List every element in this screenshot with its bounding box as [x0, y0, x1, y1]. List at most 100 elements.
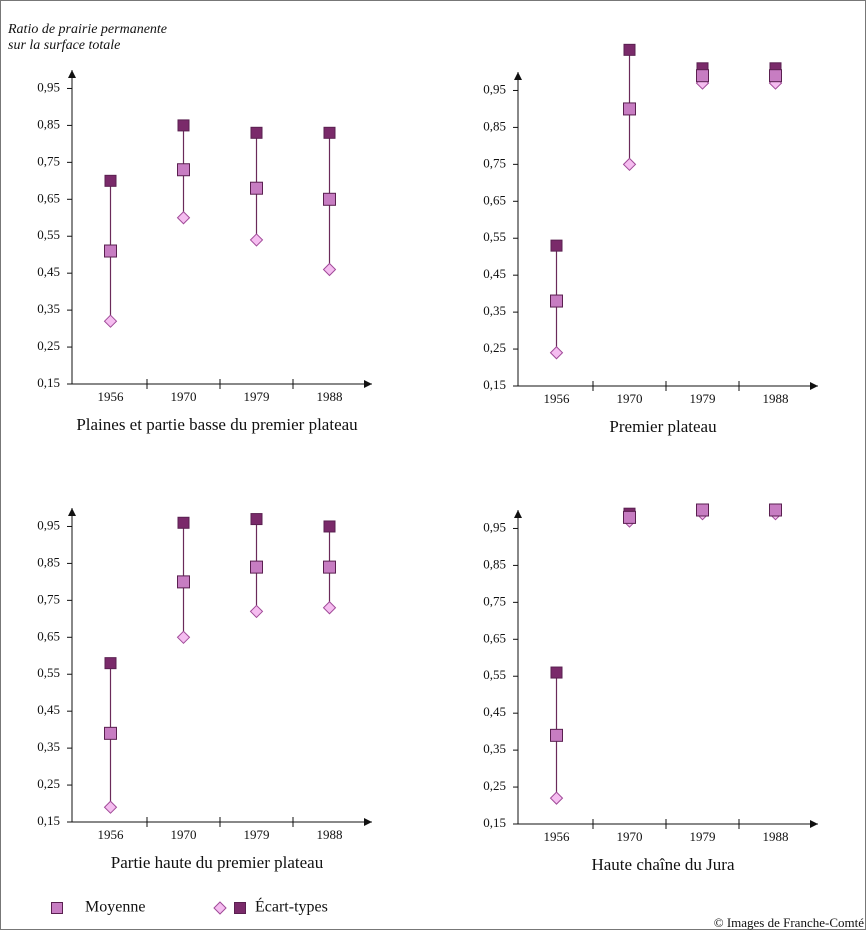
y-tick-label: 0,35 [483, 303, 506, 318]
low-marker [249, 233, 264, 247]
x-tick-label: 1988 [763, 391, 789, 406]
legend-marker [234, 902, 246, 914]
y-tick-label: 0,15 [483, 377, 506, 392]
y-tick-label: 0,35 [483, 741, 506, 756]
y-tick-label: 0,65 [483, 192, 506, 207]
low-marker [103, 314, 118, 328]
y-tick-label: 0,75 [37, 153, 60, 168]
y-tick-label: 0,25 [37, 338, 60, 353]
x-tick-label: 1956 [544, 829, 571, 844]
axis-arrow [364, 380, 372, 388]
mean-marker [696, 69, 709, 83]
y-tick-label: 0,35 [37, 739, 60, 754]
mean-marker [323, 560, 336, 574]
y-tick-label: 0,75 [483, 155, 506, 170]
y-tick-label: 0,45 [483, 704, 506, 719]
x-tick-label: 1988 [763, 829, 789, 844]
x-tick-label: 1956 [544, 391, 571, 406]
y-tick-label: 0,45 [37, 702, 60, 717]
mean-marker [550, 728, 563, 742]
mean-marker [623, 102, 636, 116]
y-tick-label: 0,85 [483, 118, 506, 133]
axis-arrow [68, 70, 76, 78]
high-marker [323, 520, 336, 533]
mean-marker [104, 244, 117, 258]
mean-marker [177, 163, 190, 177]
high-marker [550, 239, 563, 252]
mean-marker [104, 726, 117, 740]
y-tick-label: 0,85 [483, 556, 506, 571]
legend-label: Écart-types [255, 897, 328, 916]
legend-label: Moyenne [85, 899, 145, 916]
low-marker [322, 262, 337, 277]
y-tick-label: 0,45 [483, 266, 506, 281]
y-tick-label: 0,65 [483, 630, 506, 645]
credit: © Images de Franche-Comté [714, 915, 865, 930]
high-marker [177, 516, 190, 529]
y-tick-label: 0,55 [483, 667, 506, 682]
y-tick-label: 0,65 [37, 190, 60, 205]
high-marker [250, 126, 263, 139]
y-tick-label: 0,85 [37, 116, 60, 131]
chart-title: Partie haute du premier plateau [111, 853, 324, 872]
high-marker [323, 126, 336, 139]
y-tick-label: 0,35 [37, 301, 60, 316]
legend-marker [51, 902, 63, 914]
y-tick-label: 0,55 [37, 227, 60, 242]
high-marker [623, 43, 636, 56]
x-tick-label: 1979 [690, 391, 716, 406]
y-tick-label: 0,95 [37, 517, 60, 532]
mean-marker [696, 503, 709, 517]
mean-marker [550, 294, 563, 308]
low-marker [249, 604, 264, 619]
y-tick-label: 0,25 [37, 776, 60, 791]
y-tick-label: 0,95 [37, 79, 60, 94]
low-marker [176, 211, 191, 225]
x-tick-label: 1979 [244, 827, 270, 842]
chart-title: Premier plateau [609, 417, 717, 436]
low-marker [622, 157, 637, 172]
axis-arrow [810, 820, 818, 828]
legend-marker [213, 901, 227, 915]
mean-marker [177, 575, 190, 589]
y-axis-label: sur la surface totale [8, 38, 120, 53]
mean-marker [769, 69, 782, 83]
y-tick-label: 0,85 [37, 554, 60, 569]
y-tick-label: 0,95 [483, 519, 506, 534]
low-marker [176, 630, 191, 645]
y-tick-label: 0,15 [483, 815, 506, 830]
axis-arrow [514, 72, 522, 80]
x-tick-label: 1979 [244, 389, 270, 404]
x-tick-label: 1956 [98, 389, 125, 404]
mean-marker [323, 192, 336, 206]
y-tick-label: 0,65 [37, 628, 60, 643]
y-tick-label: 0,55 [37, 665, 60, 680]
x-tick-label: 1970 [171, 827, 197, 842]
y-tick-label: 0,95 [483, 81, 506, 96]
mean-marker [623, 510, 636, 524]
y-tick-label: 0,15 [37, 813, 60, 828]
high-marker [250, 513, 263, 526]
axis-arrow [810, 382, 818, 390]
y-tick-label: 0,75 [483, 593, 506, 608]
mean-marker [250, 181, 263, 195]
y-tick-label: 0,25 [483, 340, 506, 355]
x-tick-label: 1970 [617, 829, 643, 844]
axis-arrow [514, 510, 522, 518]
mean-marker [250, 560, 263, 574]
low-marker [549, 791, 564, 805]
y-tick-label: 0,55 [483, 229, 506, 244]
mean-marker [769, 503, 782, 517]
y-tick-label: 0,75 [37, 591, 60, 606]
x-tick-label: 1970 [617, 391, 643, 406]
high-marker [104, 174, 117, 187]
high-marker [177, 119, 190, 132]
low-marker [103, 800, 118, 814]
low-marker [549, 346, 564, 360]
x-tick-label: 1956 [98, 827, 125, 842]
high-marker [104, 657, 117, 670]
y-tick-label: 0,15 [37, 375, 60, 390]
